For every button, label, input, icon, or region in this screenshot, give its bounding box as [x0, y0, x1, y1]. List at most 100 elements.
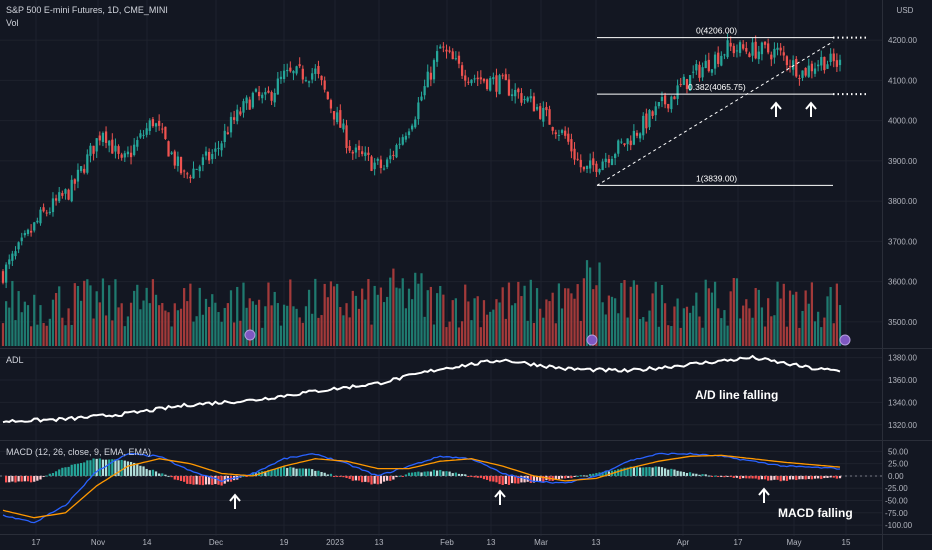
macd-histogram-bar	[357, 475, 361, 481]
volume-bar	[298, 317, 301, 346]
volume-bar	[295, 308, 298, 346]
volume-bar	[8, 307, 11, 346]
candle-body	[251, 92, 254, 108]
macd-histogram-bar	[654, 466, 657, 476]
volume-bar	[120, 303, 123, 346]
candle-body	[126, 151, 130, 155]
macd-histogram-bar	[464, 474, 467, 476]
macd-histogram-bar	[17, 475, 20, 482]
volume-bar	[592, 289, 595, 346]
volume-bar	[92, 318, 95, 346]
macd-histogram-bar	[788, 475, 792, 480]
candle-body	[635, 132, 639, 136]
macd-histogram-bar	[48, 473, 51, 476]
candle-body	[629, 140, 632, 146]
macd-histogram-bar	[485, 475, 489, 480]
adl-tick-label: 1360.00	[888, 376, 917, 385]
volume-bar	[726, 325, 729, 346]
macd-histogram-bar	[501, 475, 504, 486]
volume-bar	[376, 294, 379, 346]
macd-histogram-bar	[570, 475, 573, 479]
volume-bar	[361, 288, 364, 346]
candle-body	[136, 140, 139, 147]
candle-body	[151, 119, 155, 127]
macd-histogram-bar	[145, 468, 148, 476]
macd-histogram-bar	[154, 471, 158, 476]
macd-histogram-bar	[292, 467, 295, 476]
candle-body	[170, 152, 173, 155]
volume-bar	[751, 317, 754, 346]
macd-histogram-bar	[785, 475, 789, 481]
candle-body	[411, 125, 414, 130]
volume-bar	[386, 296, 389, 346]
up-arrow-icon	[494, 489, 506, 498]
volume-bar	[108, 285, 111, 346]
macd-histogram-bar	[673, 469, 676, 476]
macd-histogram-bar	[657, 466, 660, 476]
candle-body	[492, 77, 495, 80]
volume-bar	[14, 320, 17, 346]
macd-histogram-bar	[638, 467, 642, 476]
candle-body	[204, 151, 208, 156]
volume-bar	[145, 287, 148, 346]
candle-body	[186, 173, 189, 175]
volume-bar	[311, 313, 314, 346]
volume-bar	[29, 326, 33, 346]
price-tick-label: 4100.00	[888, 76, 917, 85]
volume-bar	[654, 281, 657, 346]
candle-body	[470, 79, 473, 84]
candle-body	[42, 207, 45, 212]
candle-body	[623, 143, 626, 146]
volume-bar	[823, 317, 826, 346]
candle-body	[738, 42, 742, 53]
macd-histogram-bar	[760, 475, 764, 480]
volume-bar	[104, 315, 108, 346]
candle-body	[489, 78, 492, 91]
macd-histogram-bar	[20, 475, 23, 482]
candle-body	[73, 179, 76, 184]
candle-body	[485, 79, 489, 90]
volume-bar	[820, 327, 823, 346]
macd-histogram-bar	[707, 475, 710, 477]
volume-bar	[39, 305, 42, 346]
candle-body	[364, 152, 367, 156]
volume-bar	[835, 283, 839, 346]
volume-bar	[514, 303, 517, 346]
macd-histogram-bar	[104, 459, 108, 476]
macd-histogram-bar	[520, 475, 523, 483]
volume-bar	[83, 280, 86, 346]
volume-bar	[614, 298, 617, 346]
candle-body	[751, 42, 754, 56]
candle-body	[220, 143, 223, 151]
volume-bar	[663, 303, 667, 346]
candle-body	[201, 157, 205, 165]
macd-histogram-bar	[11, 475, 14, 482]
macd-histogram-bar	[242, 475, 245, 477]
macd-histogram-bar	[342, 475, 345, 478]
volume-bar	[598, 262, 601, 346]
candle-body	[585, 165, 589, 170]
macd-histogram-bar	[186, 475, 189, 484]
candle-body	[361, 151, 364, 155]
volume-bar	[329, 281, 333, 346]
candle-body	[376, 158, 379, 161]
volume-bar	[632, 280, 635, 346]
candle-body	[154, 123, 158, 127]
macd-histogram-bar	[804, 475, 807, 480]
volume-bar	[554, 323, 557, 346]
macd-histogram-bar	[392, 475, 395, 480]
volume-bar	[323, 283, 326, 346]
macd-histogram-bar	[161, 473, 164, 476]
macd-histogram-bar	[620, 468, 623, 476]
macd-histogram-bar	[267, 469, 270, 476]
candle-body	[807, 65, 810, 77]
candle-body	[370, 156, 373, 171]
candle-body	[48, 211, 51, 214]
candle-body	[670, 96, 673, 110]
macd-histogram-bar	[473, 475, 476, 478]
volume-bar	[498, 302, 501, 346]
x-tick-label: Mar	[534, 538, 548, 547]
volume-bar	[510, 305, 514, 346]
candle-body	[782, 52, 785, 56]
candle-body	[8, 259, 11, 265]
